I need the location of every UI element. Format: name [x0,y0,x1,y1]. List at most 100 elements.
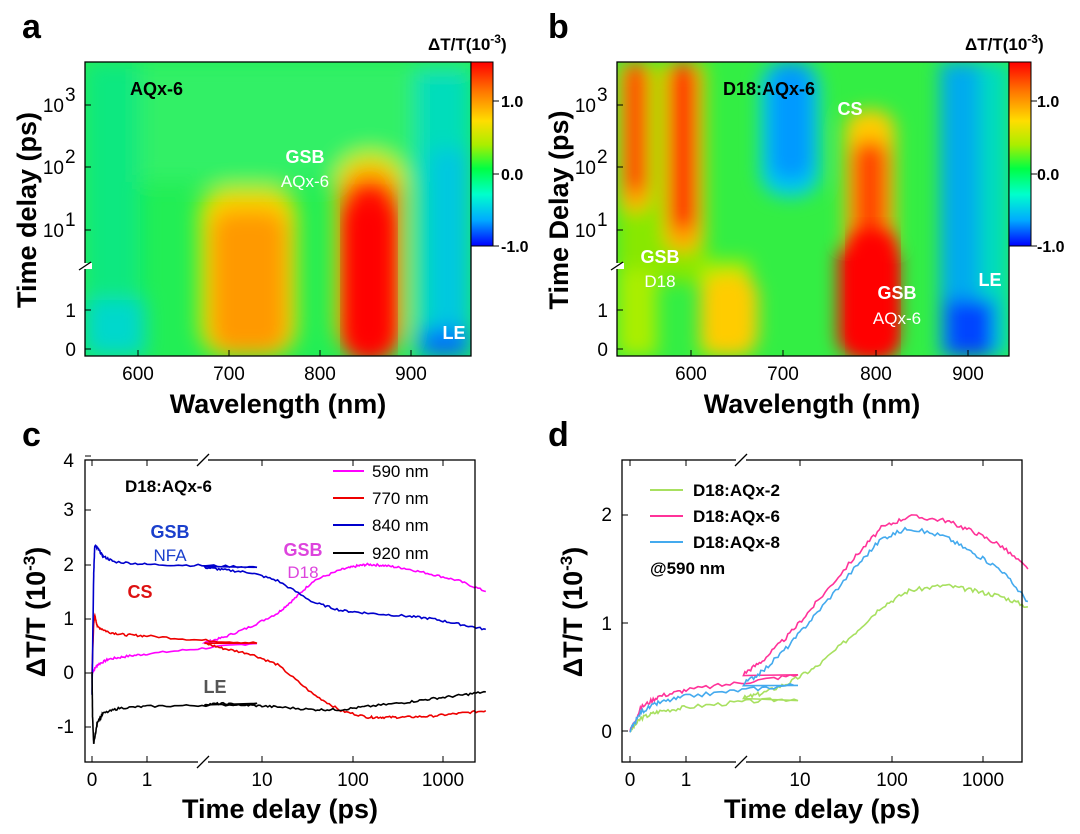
x-tick-label: 900 [952,364,984,385]
y-tick-exponent: 2 [597,147,608,168]
ticks-d: 0 1 10 100 1000 0 1 2 [601,460,1004,791]
y-tick-label: 2 [601,505,612,526]
ticks-c: 0 1 10 100 1000 -1 0 1 2 3 4 [57,451,464,791]
x-tick-label: 900 [395,364,427,385]
plot-title-d: @590 nm [650,559,725,578]
y-tick-label: 4 [63,451,74,472]
x-ticks-b: 600 700 800 900 [675,350,984,385]
series-line-590-nm [91,562,487,674]
series-line-d18-aqx-8 [629,526,1029,733]
y-tick-exponent: 1 [65,210,76,231]
x-tick-label: 700 [767,364,799,385]
x-tick-label: 1000 [962,770,1004,791]
x-tick-label: 600 [122,364,154,385]
x-tick-label: 10 [789,770,810,791]
x-tick-label: 1 [681,770,692,791]
panel-d: d 0 1 10 100 1000 0 1 2 Time delay (ps) … [548,416,1029,824]
x-tick-label: 100 [876,770,908,791]
x-ticks-a: 600 700 800 900 [122,350,427,385]
series-line-d18-aqx-6 [629,514,1029,732]
x-axis-title-c: Time delay (ps) [182,794,378,824]
y-tick-label: 10 [575,158,596,179]
y-axis-title-d: ΔT/T (10-3) [557,547,588,678]
y-tick-label: -1 [57,717,74,738]
x-tick-label: 10 [251,770,272,791]
plot-title-c: D18:AQx-6 [125,477,212,496]
panel-a: a [12,8,529,419]
y-tick-label: 1 [65,301,76,322]
annotation-aqx6: AQx-6 [281,172,329,191]
annotation-gsb-d18: GSB [283,540,322,560]
colorbar-title: ΔT/T(10-3) [965,32,1044,54]
plot-title-b: D18:AQx-6 [723,79,815,99]
y-tick-label: 10 [575,221,596,242]
plot-frame-d [621,459,1023,763]
y-ticks-b: 0 1 10 10 10 1 2 3 [575,85,623,361]
axis-break-c [196,453,210,769]
series-line-d18-aqx-2 [629,583,1029,733]
series-line-840-nm [91,544,487,695]
plot-title-a: AQx-6 [130,79,183,99]
plot-area-c [91,544,487,744]
plot-area-d [629,514,1029,733]
plot-frame-c [84,459,476,763]
legend-label: 840 nm [372,516,429,535]
y-axis-title-a: Time delay (ps) [12,112,42,308]
annotation-gsb: GSB [285,147,324,167]
y-tick-label: 0 [63,663,74,684]
colorbar-tick: 1.0 [501,94,523,111]
annotation-cs: CS [837,99,862,119]
y-tick-label: 10 [43,221,64,242]
colorbar-tick: -1.0 [501,239,529,256]
colorbar-tick: 1.0 [1037,94,1059,111]
x-axis-title-a: Wavelength (nm) [170,389,387,419]
y-tick-exponent: 2 [65,147,76,168]
y-tick-exponent: 3 [597,85,608,106]
legend-label: 920 nm [372,544,429,563]
series-line-770-nm [91,612,487,720]
legend-d: D18:AQx-2 D18:AQx-6 D18:AQx-8 [650,481,780,552]
x-tick-label: 0 [625,770,636,791]
x-tick-label: 0 [87,770,98,791]
panel-letter-b: b [548,8,569,46]
x-tick-label: 800 [860,364,892,385]
legend-label: 770 nm [372,489,429,508]
y-tick-label: 10 [575,96,596,117]
heatmap-b [617,62,1009,356]
colorbar-a: 1.0 0.0 -1.0 ΔT/T(10-3) [428,32,529,256]
x-axis-title-b: Wavelength (nm) [704,389,921,419]
colorbar-title: ΔT/T(10-3) [428,32,507,54]
y-axis-title-b: Time Delay (ps) [544,110,574,309]
annotation-cs: CS [127,582,152,602]
annotation-gsb-aqx6: GSB [877,283,916,303]
annotation-le: LE [203,677,226,697]
axis-break-b [610,261,624,271]
x-tick-label: 800 [304,364,336,385]
y-tick-label: 2 [63,555,74,576]
y-tick-label: 0 [65,340,76,361]
x-axis-title-d: Time delay (ps) [724,794,920,824]
colorbar-tick: -1.0 [1037,239,1065,256]
x-tick-label: 600 [675,364,707,385]
panel-b: b [544,8,1065,419]
annotation-gsb-nfa: GSB [150,522,189,542]
y-tick-label: 0 [601,722,612,743]
colorbar-tick: 0.0 [1037,167,1059,184]
annotation-d18: D18 [644,272,675,291]
y-tick-label: 1 [601,614,612,635]
y-tick-exponent: 1 [597,210,608,231]
panel-letter-c: c [22,416,41,454]
y-tick-label: 1 [597,301,608,322]
legend-label: D18:AQx-6 [693,507,780,526]
colorbar-tick: 0.0 [501,167,523,184]
y-tick-label: 10 [43,96,64,117]
y-tick-exponent: 3 [65,85,76,106]
axis-break-d [734,453,748,769]
legend-label: 590 nm [372,462,429,481]
annotation-le: LE [442,323,465,343]
y-tick-label: 1 [63,609,74,630]
axis-break-a [78,261,92,271]
heatmap-a [85,62,471,356]
annotation-gsb-d18: GSB [640,247,679,267]
